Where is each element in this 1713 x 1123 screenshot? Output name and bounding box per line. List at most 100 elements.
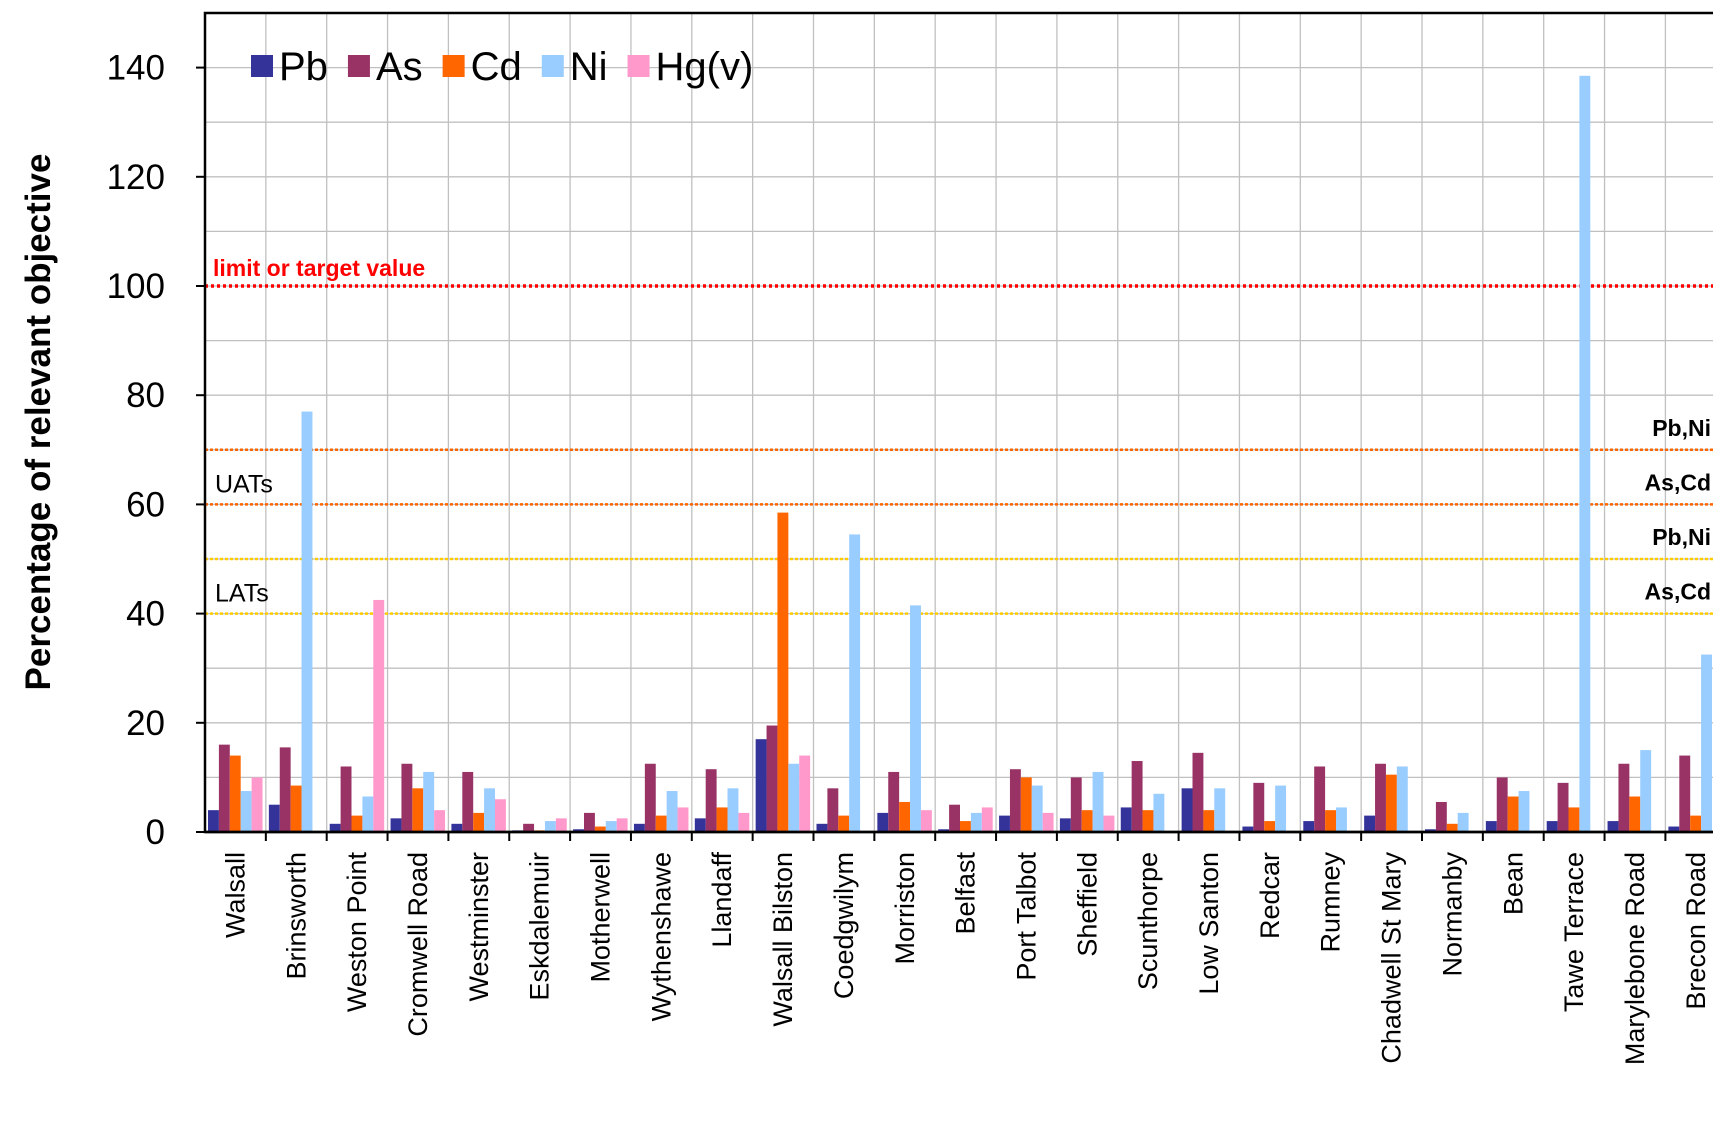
bar: [1375, 763, 1386, 832]
x-tick-label: Scunthorpe: [1133, 852, 1163, 990]
bar: [1629, 796, 1641, 832]
bar: [1701, 654, 1712, 832]
bar: [777, 512, 789, 832]
x-tick-label: Brecon Road: [1681, 852, 1711, 1010]
bar: [1120, 807, 1132, 832]
legend-label: Hg(v): [656, 45, 754, 89]
limit-label: limit or target value: [213, 255, 425, 281]
x-tick-label: Walsall Bilston: [768, 852, 798, 1027]
bar: [1557, 782, 1569, 832]
y-tick-label: 120: [107, 158, 165, 197]
bar: [1009, 769, 1021, 832]
bar: [960, 821, 971, 832]
bar: [1396, 766, 1408, 832]
threshold-group-label: LATs: [215, 580, 269, 608]
bar: [1042, 812, 1054, 832]
bar: [877, 812, 889, 832]
x-tick-label: Normanby: [1437, 852, 1467, 977]
bar: [523, 823, 535, 832]
legend-label: Cd: [471, 45, 522, 89]
bar: [694, 818, 706, 832]
y-tick-label: 100: [107, 267, 165, 306]
bar: [1485, 821, 1497, 832]
bar: [1518, 791, 1530, 832]
bar: [981, 807, 993, 832]
bar: [1192, 752, 1204, 832]
y-axis-title: Percentage of relevant objective: [19, 154, 58, 691]
bar: [1425, 829, 1436, 832]
bar: [268, 804, 280, 832]
x-tick-label: Walsall: [220, 852, 250, 938]
bar: [1435, 801, 1447, 832]
bar: [584, 812, 595, 832]
bar: [1690, 815, 1702, 832]
bar: [218, 744, 230, 832]
x-tick-label: Coedgwilym: [829, 852, 859, 999]
x-tick-label: Wythenshawe: [646, 852, 676, 1021]
x-tick-label: Bean: [1498, 852, 1528, 915]
bar: [1253, 782, 1265, 832]
bar: [1153, 793, 1165, 832]
bar: [544, 821, 556, 832]
bar: [827, 788, 839, 832]
bar: [555, 818, 567, 832]
bar: [738, 812, 750, 832]
bar: [1364, 815, 1376, 832]
bar: [1546, 821, 1558, 832]
bar: [1496, 777, 1508, 832]
bar: [1336, 807, 1347, 832]
bar: [970, 812, 982, 832]
y-tick-label: 40: [126, 595, 165, 634]
bar: [1020, 777, 1032, 832]
bar: [1242, 826, 1254, 832]
bar: [1059, 818, 1071, 832]
bar: [949, 804, 960, 832]
x-tick-label: Llandaff: [707, 852, 737, 948]
plot-border: [203, 11, 1713, 834]
legend-swatch: [442, 55, 465, 77]
bar: [1640, 750, 1652, 832]
bar: [1385, 774, 1397, 832]
x-tick-label: Cromwell Road: [403, 852, 433, 1037]
bar: [290, 785, 302, 832]
legend-swatch: [251, 55, 273, 77]
x-tick-label: Rumney: [1316, 852, 1346, 953]
bar: [412, 788, 424, 832]
bar: [766, 725, 778, 832]
bar: [727, 788, 739, 832]
bar: [451, 823, 463, 832]
bar: [1303, 821, 1315, 832]
x-tick-label: Port Talbot: [1011, 852, 1041, 981]
bar: [1103, 815, 1115, 832]
y-tick-label: 140: [107, 49, 165, 88]
bar: [1568, 807, 1580, 832]
x-tick-label: Westminster: [464, 852, 494, 1002]
bar: [1214, 788, 1226, 832]
bar: [423, 771, 435, 832]
threshold-label: Pb,Ni: [1652, 415, 1711, 441]
bar: [362, 796, 374, 832]
x-tick-label: Chadwell St Mary: [1377, 852, 1407, 1064]
bar: [340, 766, 352, 832]
bar: [1203, 810, 1215, 832]
bar: [616, 818, 628, 832]
bar: [573, 829, 584, 832]
x-tick-label: Redcar: [1255, 852, 1285, 939]
threshold-label: As,Cd: [1645, 469, 1711, 495]
bar: [473, 812, 485, 832]
x-tick-label: Brinsworth: [281, 852, 311, 980]
bar: [1457, 812, 1469, 832]
bar: [495, 799, 506, 832]
bar: [279, 747, 291, 832]
bar: [705, 769, 717, 832]
y-tick-label: 20: [126, 704, 165, 743]
bar: [251, 777, 263, 832]
plot-area: [205, 13, 1713, 833]
bar: [208, 810, 219, 832]
threshold-label: Pb,Ni: [1652, 524, 1711, 550]
bar: [301, 411, 313, 832]
y-tick-label: 80: [126, 376, 165, 415]
bar: [1092, 771, 1104, 832]
bar: [329, 823, 341, 832]
legend-swatch: [541, 55, 564, 77]
